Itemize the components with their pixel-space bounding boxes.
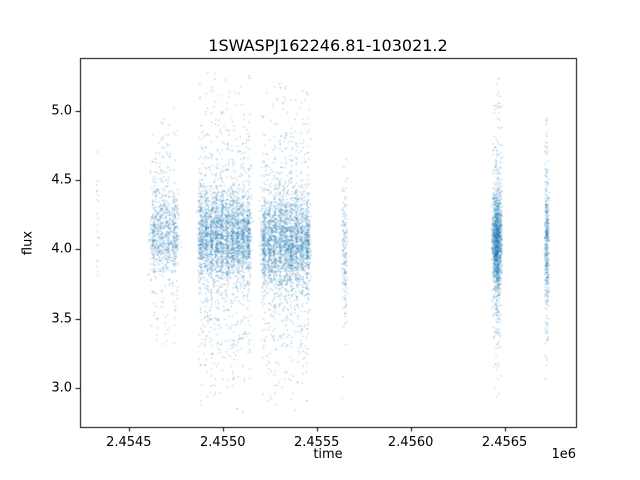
y-tick-label: 4.5 <box>51 172 72 188</box>
y-tick-label: 4.0 <box>51 241 72 257</box>
chart-title: 1SWASPJ162246.81-103021.2 <box>208 36 448 55</box>
y-tick-label: 3.5 <box>51 311 72 327</box>
x-axis-label: time <box>313 447 343 462</box>
x-tick-label: 2.4560 <box>387 435 434 450</box>
x-tick-label: 2.4550 <box>200 435 246 450</box>
y-tick-label: 5.0 <box>51 103 72 119</box>
y-tick-label: 3.0 <box>51 380 72 396</box>
x-tick-label: 2.4545 <box>106 435 152 450</box>
x-tick-label: 2.4555 <box>293 435 340 450</box>
x-tick-label: 2.4565 <box>481 435 528 450</box>
y-axis-label: flux <box>20 230 36 256</box>
x-axis-offset-text: 1e6 <box>551 447 576 462</box>
